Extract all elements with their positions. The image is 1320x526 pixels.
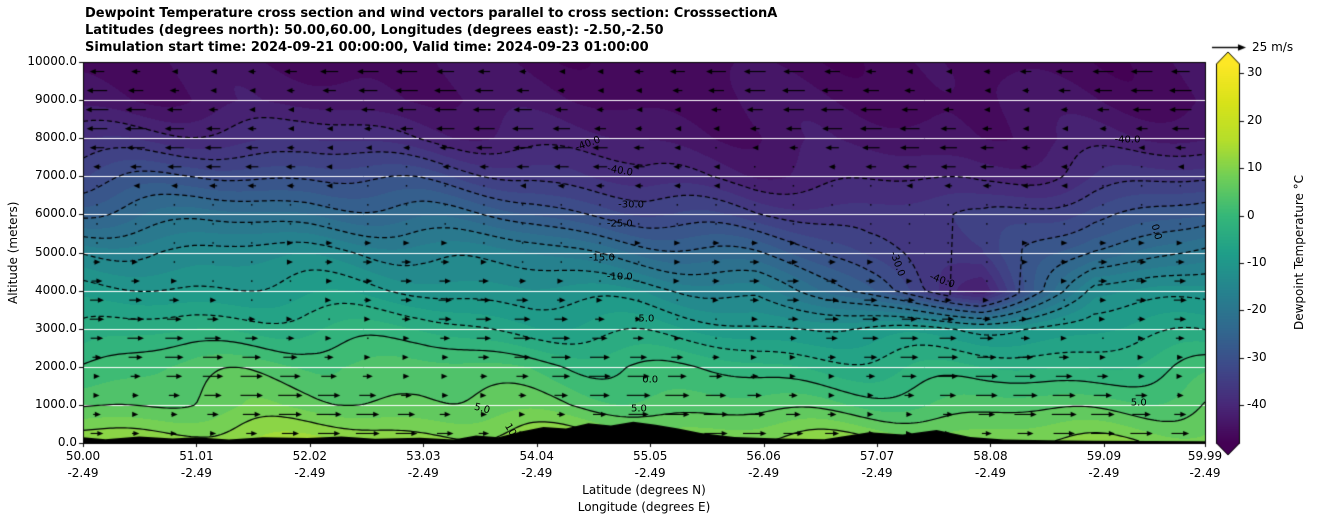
chart-title-line1: Dewpoint Temperature cross section and w…	[85, 6, 778, 21]
y-tick-label: 0.0	[57, 435, 77, 449]
x-axis-label-longitude: Longitude (degrees E)	[577, 500, 711, 514]
x-tick-label-longitude: -2.49	[407, 466, 439, 480]
y-tick-label: 5000.0	[35, 244, 77, 259]
y-tick-label: 10000.0	[27, 54, 77, 68]
y-tick-label: 2000.0	[35, 358, 77, 373]
contour-label: 5.0	[1130, 397, 1147, 409]
colorbar-tick-label: 30	[1247, 65, 1263, 80]
x-tick-label-latitude: 57.07	[859, 449, 895, 463]
x-tick-label-longitude: -2.49	[521, 466, 553, 480]
x-tick-label-latitude: 51.01	[179, 449, 214, 463]
chart-title-line2: Latitudes (degrees north): 50.00,60.00, …	[85, 23, 664, 38]
y-tick-label: 9000.0	[35, 92, 77, 107]
contour-label: 5.0	[630, 403, 647, 415]
x-tick-label-longitude: -2.49	[861, 466, 893, 480]
y-tick-label: 4000.0	[35, 282, 77, 297]
x-tick-label-latitude: 52.02	[292, 449, 328, 463]
x-tick-label-latitude: 50.00	[65, 449, 101, 463]
contour-label: -25.0	[606, 218, 633, 230]
x-tick-label-longitude: -2.49	[180, 466, 212, 480]
x-tick-label-latitude: 53.03	[406, 449, 441, 463]
contour-label: -5.0	[634, 313, 655, 325]
y-tick-label: 3000.0	[35, 320, 77, 335]
x-tick-label-latitude: 56.06	[746, 449, 781, 463]
contour-label: -30.0	[618, 199, 645, 211]
colorbar-label: Dewpoint Temperature °C	[1292, 174, 1306, 331]
x-tick-label-longitude: -2.49	[748, 466, 780, 480]
x-tick-label-latitude: 59.09	[1086, 449, 1122, 463]
y-tick-label: 7000.0	[35, 168, 77, 183]
contour-label: -10.0	[606, 271, 633, 283]
colorbar-tick-label: 0	[1247, 207, 1255, 222]
colorbar-tick-label: 20	[1247, 112, 1263, 127]
colorbar-tick-label: 10	[1247, 160, 1263, 175]
contour-label: 0.0	[642, 374, 659, 386]
contour-label: -15.0	[588, 252, 615, 264]
x-tick-label-longitude: -2.49	[1088, 466, 1120, 480]
chart-title-line3: Simulation start time: 2024-09-21 00:00:…	[85, 40, 649, 55]
x-tick-label-longitude: -2.49	[1189, 466, 1221, 480]
x-tick-label-latitude: 59.99	[1187, 449, 1223, 463]
colorbar-tick-label: -20	[1247, 302, 1267, 317]
x-axis-label-latitude: Latitude (degrees N)	[582, 483, 706, 497]
x-tick-label-longitude: -2.49	[67, 466, 99, 480]
colorbar-tick-label: -10	[1247, 254, 1267, 269]
x-tick-label-longitude: -2.49	[634, 466, 666, 480]
x-tick-label-latitude: 54.04	[519, 449, 554, 463]
x-tick-label-longitude: -2.49	[974, 466, 1006, 480]
x-tick-label-latitude: 55.05	[632, 449, 668, 463]
y-tick-label: 6000.0	[35, 206, 77, 221]
y-tick-label: 1000.0	[35, 396, 77, 411]
quiver-key-label: 25 m/s	[1252, 40, 1294, 54]
x-tick-label-latitude: 58.08	[973, 449, 1008, 463]
contour-label: -40.0	[1114, 134, 1141, 146]
x-tick-label-longitude: -2.49	[294, 466, 326, 480]
y-tick-label: 8000.0	[35, 130, 77, 145]
colorbar-tick-label: -30	[1247, 349, 1267, 364]
colorbar-tick-label: -40	[1247, 397, 1267, 412]
